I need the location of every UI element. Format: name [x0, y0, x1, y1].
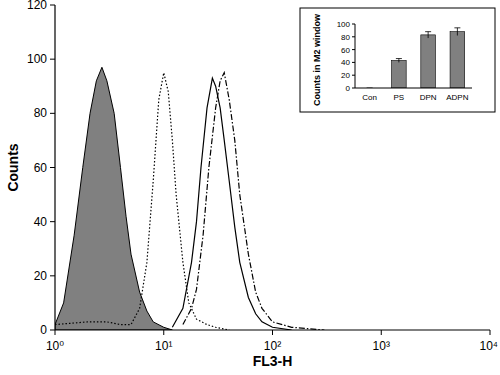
y-tick: [50, 221, 55, 222]
y-tick-label: 80: [34, 106, 48, 120]
inset-y-tick-label: 40: [341, 58, 350, 67]
y-tick: [50, 167, 55, 168]
background: [0, 0, 500, 375]
plot-area: [55, 67, 324, 330]
inset-frame: [300, 8, 495, 112]
inset-y-tick: [352, 24, 355, 25]
inset-x-axis: [355, 88, 472, 89]
error-bar-cap: [396, 58, 402, 59]
inset-y-tick: [352, 36, 355, 37]
y-tick: [50, 113, 55, 114]
y-tick-label: 40: [34, 215, 48, 229]
inset-y-tick-label: 60: [341, 46, 350, 55]
x-axis-title: FL3-H: [253, 353, 293, 369]
bar: [450, 32, 465, 88]
error-bar-cap: [425, 31, 431, 32]
histogram-line: [55, 73, 229, 330]
y-tick: [50, 59, 55, 60]
y-tick-label: 0: [40, 323, 47, 337]
x-tick: [55, 330, 56, 335]
x-tick-label: 10³: [373, 339, 390, 353]
x-tick-label: 10²: [264, 339, 281, 353]
inset-y-tick: [352, 75, 355, 76]
x-tick: [272, 330, 273, 335]
inset-x-tick-label: ADPN: [446, 93, 468, 102]
y-tick: [50, 5, 55, 6]
error-bar-cap: [454, 27, 460, 28]
inset-y-tick-label: 0: [346, 84, 351, 93]
x-tick: [163, 330, 164, 335]
x-tick: [381, 330, 382, 335]
inset-y-tick-label: 100: [337, 20, 351, 29]
inset-y-tick-label: 80: [341, 33, 350, 42]
x-tick-label: 10¹: [155, 339, 172, 353]
error-bar: [425, 32, 431, 38]
x-tick-label: 10⁴: [479, 339, 498, 353]
y-tick-label: 120: [27, 0, 47, 12]
bar: [392, 60, 407, 88]
inset-y-tick: [352, 88, 355, 89]
x-tick: [490, 330, 491, 335]
inset-y-axis: [355, 24, 356, 88]
error-bar: [454, 28, 460, 36]
figure: 0 20 40 60 80 100 120 10⁰ 10¹ 10² 10³ 10⁴ FL3-H Count…: [0, 0, 500, 375]
y-tick-label: 60: [34, 161, 48, 175]
bar: [421, 35, 436, 88]
error-bar-line: [398, 59, 399, 63]
y-tick: [50, 330, 55, 331]
error-bar-line: [457, 28, 458, 36]
inset-y-tick-label: 20: [341, 71, 350, 80]
inset-x-tick-label: DPN: [420, 93, 437, 102]
inset-y-tick: [352, 49, 355, 50]
histogram-area: [55, 67, 172, 330]
inset-plot-area: [367, 28, 465, 88]
inset-y-axis-title: Counts in M2 window: [312, 13, 322, 106]
error-bar: [396, 59, 402, 63]
y-tick-label: 20: [34, 269, 48, 283]
y-tick-label: 100: [27, 52, 47, 66]
x-tick-label: 10⁰: [46, 339, 64, 353]
inset-y-tick: [352, 62, 355, 63]
inset-x-tick-label: PS: [394, 93, 405, 102]
y-axis-title: Counts: [5, 143, 21, 191]
y-tick: [50, 275, 55, 276]
error-bar-line: [428, 32, 429, 38]
inset-x-tick-label: Con: [362, 93, 377, 102]
